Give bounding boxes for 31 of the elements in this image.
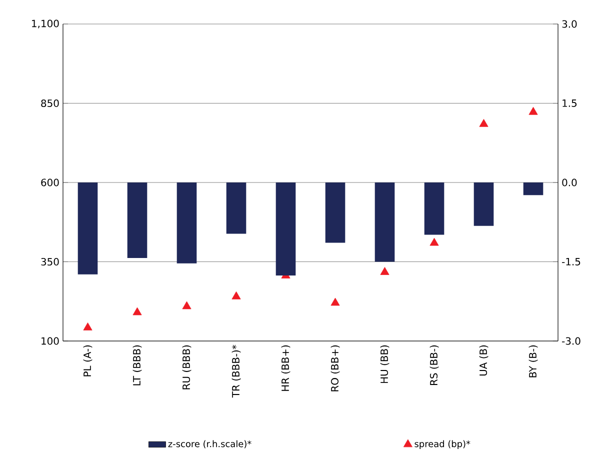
point [430, 238, 439, 246]
y2-tick-label: -1.5 [562, 258, 580, 266]
legend-label: spread (bp)* [414, 440, 470, 449]
legend-label: z-score (r.h.scale)* [168, 440, 252, 448]
x-tick-label: RS (BB-) [430, 345, 439, 385]
x-tick-label: HR (BB+) [281, 345, 290, 391]
point [232, 291, 241, 300]
x-tick-label: LT (BBB) [132, 345, 142, 386]
x-tick-label: RU (BBB) [182, 345, 192, 390]
x-tick-label: RO (BB+) [330, 345, 340, 392]
x-tick-label: TR (BBB-)* [232, 344, 241, 398]
y-tick-label: 1,100 [32, 20, 59, 28]
x-tick-label: BY (B-) [528, 345, 538, 378]
point [83, 322, 92, 330]
point [182, 301, 192, 310]
y2-tick-label: 0.0 [562, 178, 577, 186]
x-tick-label: PL (A-) [83, 345, 92, 376]
point [132, 307, 142, 316]
y2-tick-label: 1.5 [562, 100, 576, 107]
y-tick-label: 100 [42, 337, 59, 345]
point [380, 267, 390, 275]
y-tick-label: 350 [41, 258, 59, 266]
y-tick-label: 850 [41, 99, 59, 108]
y-tick-label: 600 [41, 178, 59, 186]
x-tick-label: HU (BB) [380, 345, 390, 383]
point [528, 106, 538, 115]
point [479, 118, 488, 127]
y2-tick-label: -3.0 [562, 337, 580, 345]
x-tick-label: UA (B) [479, 345, 488, 376]
y2-tick-label: 3.0 [562, 20, 577, 28]
point [330, 298, 340, 306]
